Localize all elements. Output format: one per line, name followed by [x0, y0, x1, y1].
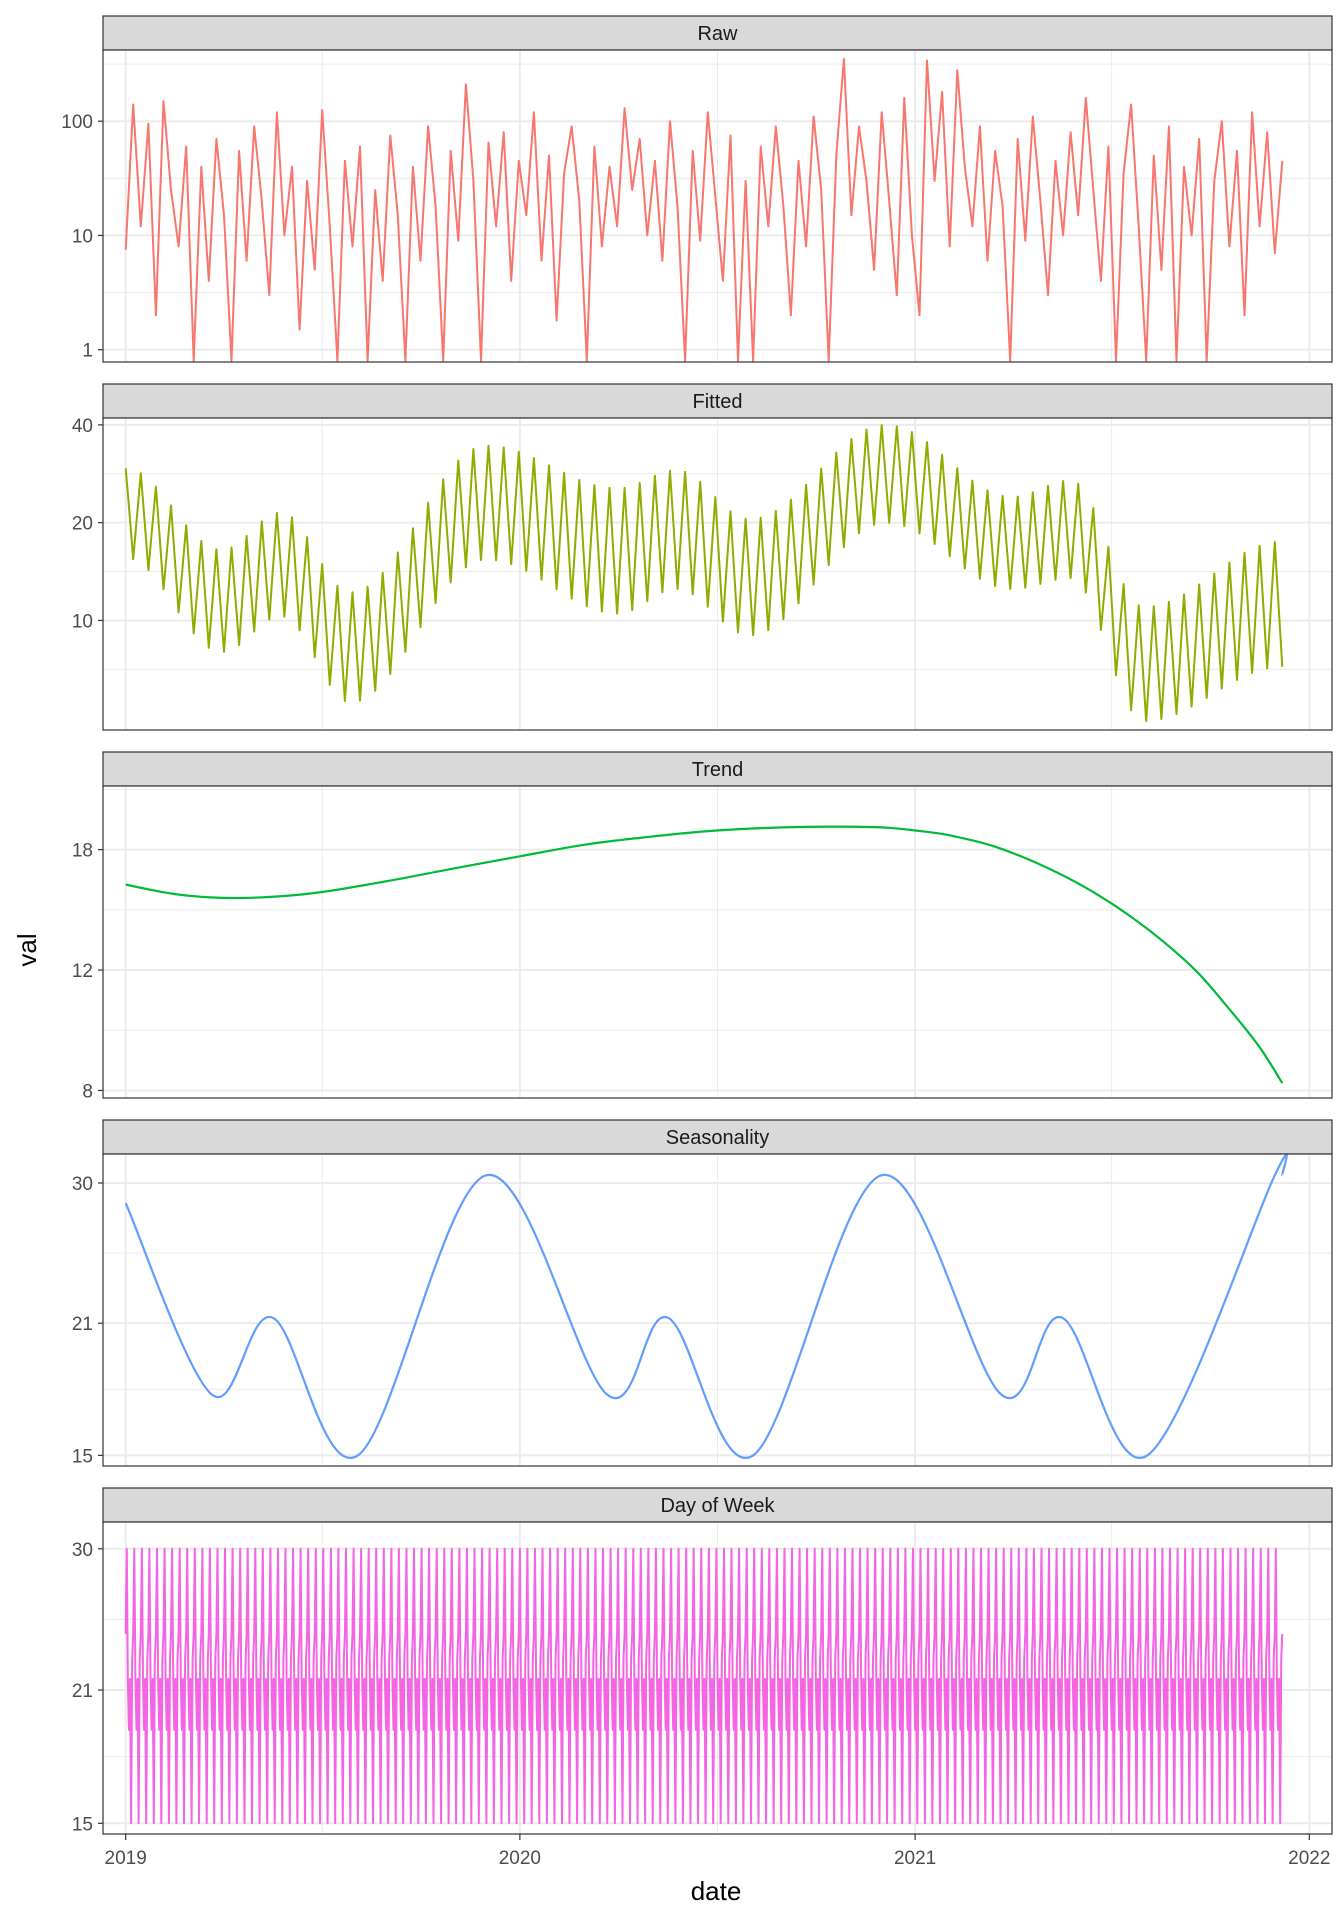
y-axis-title: val: [12, 933, 42, 966]
facet-strip: [102, 1487, 1333, 1523]
facet-strip-label: Seasonality: [666, 1127, 769, 1149]
facet-strip-label: Raw: [697, 23, 738, 45]
y-tick-label: 18: [72, 841, 93, 862]
x-axis-title: date: [691, 1876, 742, 1906]
panel-border: [102, 1521, 1333, 1835]
facet-strip: [102, 15, 1333, 51]
y-tick-label: 21: [72, 1314, 93, 1335]
y-tick-label: 10: [72, 226, 93, 247]
panel-border: [102, 1153, 1333, 1467]
y-tick-label: 10: [72, 611, 93, 632]
y-tick-label: 15: [72, 1814, 93, 1835]
x-tick-label: 2019: [105, 1848, 147, 1869]
facet-trend: Trend 8 12 18: [72, 751, 1333, 1102]
y-tick-label: 30: [72, 1540, 93, 1561]
series-line-seasonality: [124, 1154, 1288, 1459]
facet-strip-label: Day of Week: [660, 1495, 775, 1517]
facet-fitted: Fitted 10 20 40: [72, 383, 1333, 731]
series-line-raw: [124, 58, 1284, 362]
facet-strip-label: Fitted: [692, 391, 742, 413]
x-axis: 2019 2020 2021 2022: [105, 1834, 1330, 1869]
x-tick-label: 2022: [1288, 1848, 1330, 1869]
facet-day-of-week: Day of Week 15 21 30: [72, 1487, 1333, 1835]
y-tick-label: 12: [72, 961, 93, 982]
panel-border: [102, 49, 1333, 363]
x-tick-label: 2020: [499, 1848, 541, 1869]
y-tick-label: 30: [72, 1174, 93, 1195]
facet-strip: [102, 1119, 1333, 1155]
facet-raw: Raw 1 10 100: [61, 15, 1333, 363]
y-tick-label: 8: [82, 1081, 93, 1102]
facet-seasonality: Seasonality 15 21 30: [72, 1119, 1333, 1467]
facet-strip: [102, 751, 1333, 787]
facet-strip: [102, 383, 1333, 419]
y-tick-label: 20: [72, 514, 93, 535]
x-tick-label: 2021: [894, 1848, 936, 1869]
y-tick-label: 1: [82, 341, 93, 362]
series-line-fitted: [124, 424, 1284, 723]
panel-border: [102, 417, 1333, 731]
facet-strip-label: Trend: [692, 759, 744, 781]
facet-panels: Raw 1 10 100 Fitted 10 20 40 Trend 8 12 18 Seasonali…: [61, 15, 1333, 1835]
y-tick-label: 21: [72, 1681, 93, 1702]
series-line-trend: [125, 825, 1284, 1084]
panel-border: [102, 785, 1333, 1099]
y-tick-label: 15: [72, 1446, 93, 1467]
series-line-day-of-week: [124, 1547, 1284, 1825]
y-tick-label: 40: [72, 416, 93, 437]
y-tick-label: 100: [61, 112, 93, 133]
